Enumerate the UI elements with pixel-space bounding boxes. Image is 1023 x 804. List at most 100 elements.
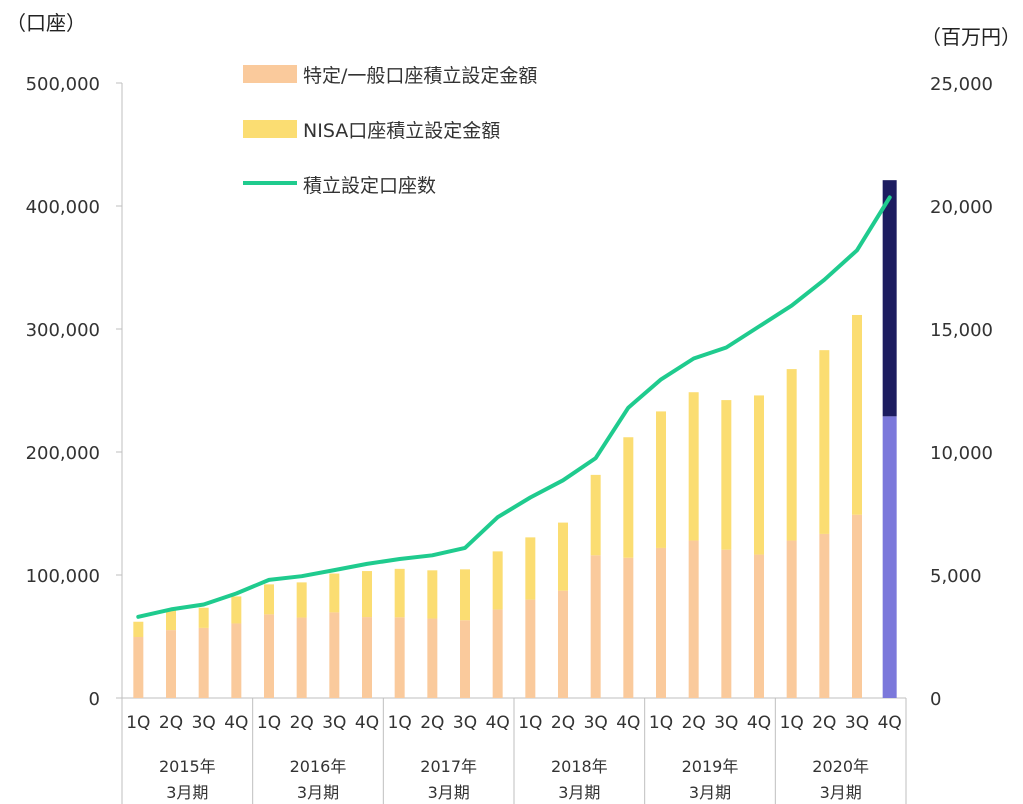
quarter-label: 4Q bbox=[747, 713, 771, 733]
fiscal-label: 3月期 bbox=[689, 783, 731, 802]
bar-tokutei bbox=[394, 617, 405, 698]
year-label: 2016年 bbox=[290, 757, 347, 776]
quarter-label: 3Q bbox=[453, 713, 477, 733]
bar-nisa bbox=[656, 411, 666, 548]
quarter-label: 1Q bbox=[649, 713, 673, 733]
bar-tokutei bbox=[558, 590, 568, 698]
bar-nisa bbox=[427, 570, 438, 619]
bar-tokutei bbox=[198, 627, 209, 698]
bar-tokutei bbox=[590, 555, 601, 698]
bar-tokutei bbox=[460, 620, 470, 698]
quarter-label: 1Q bbox=[518, 713, 542, 733]
right-axis-ticks: 0 5,000 10,000 15,000 20,000 25,000 bbox=[930, 74, 993, 710]
bar-tokutei bbox=[329, 612, 340, 698]
bar-latest-lower bbox=[882, 416, 897, 698]
quarter-label: 2Q bbox=[290, 713, 314, 733]
bar-tokutei bbox=[133, 636, 144, 698]
right-axis-unit: （百万円） bbox=[921, 25, 1021, 49]
quarter-label: 2Q bbox=[551, 713, 575, 733]
bar-tokutei bbox=[166, 630, 176, 698]
bar-tokutei bbox=[362, 617, 372, 698]
bar-nisa bbox=[329, 573, 340, 613]
right-tick-label: 0 bbox=[930, 689, 941, 710]
bar-nisa bbox=[133, 621, 144, 637]
legend: 特定/一般口座積立設定金額 NISA口座積立設定金額 積立設定口座数 bbox=[243, 65, 537, 197]
quarter-label: 4Q bbox=[878, 713, 902, 733]
bar-nisa bbox=[623, 437, 634, 558]
bar-nisa bbox=[558, 522, 568, 591]
left-tick-label: 500,000 bbox=[26, 74, 100, 95]
quarter-label: 1Q bbox=[780, 713, 804, 733]
bar-nisa bbox=[394, 568, 405, 618]
bar-nisa bbox=[166, 609, 176, 631]
year-label: 2020年 bbox=[812, 757, 869, 776]
left-tick-label: 200,000 bbox=[26, 443, 100, 464]
quarter-label: 1Q bbox=[257, 713, 281, 733]
fiscal-label: 3月期 bbox=[558, 783, 600, 802]
x-axis-labels: 1Q 2Q 3Q 4Q 1Q 2Q 3Q 4Q 1Q 2Q 3Q 4Q 1Q 2Q 3Q 4Q 1Q 2Q 3Q 4Q… bbox=[121, 698, 907, 804]
bar-nisa bbox=[688, 392, 699, 541]
bar-tokutei bbox=[264, 614, 274, 698]
account-line bbox=[136, 195, 892, 619]
fiscal-label: 3月期 bbox=[820, 783, 862, 802]
left-tick-label: 0 bbox=[89, 689, 100, 710]
bar-nisa bbox=[721, 400, 732, 550]
legend-label-tokutei: 特定/一般口座積立設定金額 bbox=[303, 65, 537, 87]
legend-swatch-tokutei bbox=[243, 65, 297, 83]
quarter-label: 2Q bbox=[159, 713, 183, 733]
left-tick-label: 300,000 bbox=[26, 320, 100, 341]
quarter-label: 4Q bbox=[224, 713, 248, 733]
account-line-path bbox=[136, 195, 892, 619]
bar-nisa bbox=[754, 395, 764, 555]
bar-nisa bbox=[492, 551, 503, 610]
bar-nisa bbox=[231, 596, 242, 624]
quarter-label: 3Q bbox=[584, 713, 608, 733]
right-tick-label: 25,000 bbox=[930, 74, 993, 95]
fiscal-label: 3月期 bbox=[428, 783, 470, 802]
left-axis-ticks: 0 100,000 200,000 300,000 400,000 500,000 bbox=[26, 74, 122, 710]
bar-nisa bbox=[362, 571, 372, 618]
bar-nisa bbox=[786, 369, 797, 541]
bar-latest-upper bbox=[882, 180, 897, 417]
right-tick-label: 5,000 bbox=[930, 566, 982, 587]
year-label: 2019年 bbox=[682, 757, 739, 776]
bar-nisa bbox=[819, 350, 830, 534]
bar-tokutei bbox=[688, 540, 699, 698]
year-label: 2018年 bbox=[551, 757, 608, 776]
bar-tokutei bbox=[754, 554, 764, 698]
legend-label-nisa: NISA口座積立設定金額 bbox=[303, 120, 500, 142]
quarter-label: 4Q bbox=[486, 713, 510, 733]
bar-tokutei bbox=[525, 599, 536, 698]
right-tick-label: 10,000 bbox=[930, 443, 993, 464]
quarter-label: 2Q bbox=[420, 713, 444, 733]
year-label: 2017年 bbox=[420, 757, 477, 776]
fiscal-label: 3月期 bbox=[166, 783, 208, 802]
bar-tokutei bbox=[819, 533, 830, 698]
quarter-label: 1Q bbox=[126, 713, 150, 733]
quarter-label: 3Q bbox=[845, 713, 869, 733]
bar-nisa bbox=[460, 569, 470, 621]
bar-tokutei bbox=[492, 609, 503, 698]
quarter-label: 4Q bbox=[355, 713, 379, 733]
legend-label-accounts: 積立設定口座数 bbox=[303, 175, 436, 197]
quarter-label: 3Q bbox=[192, 713, 216, 733]
fiscal-label: 3月期 bbox=[297, 783, 339, 802]
right-tick-label: 20,000 bbox=[930, 197, 993, 218]
quarter-label: 3Q bbox=[714, 713, 738, 733]
bar-tokutei bbox=[786, 540, 797, 698]
bar-nisa bbox=[296, 582, 307, 618]
bar-nisa bbox=[198, 607, 209, 628]
right-tick-label: 15,000 bbox=[930, 320, 993, 341]
bars bbox=[133, 180, 897, 698]
bar-nisa bbox=[590, 474, 601, 556]
bar-tokutei bbox=[296, 617, 307, 698]
bar-nisa bbox=[852, 314, 862, 515]
bar-tokutei bbox=[623, 557, 634, 698]
bar-tokutei bbox=[656, 547, 666, 698]
bar-tokutei bbox=[231, 623, 242, 698]
year-label: 2015年 bbox=[159, 757, 216, 776]
quarter-label: 2Q bbox=[812, 713, 836, 733]
bar-tokutei bbox=[852, 514, 862, 698]
left-tick-label: 100,000 bbox=[26, 566, 100, 587]
